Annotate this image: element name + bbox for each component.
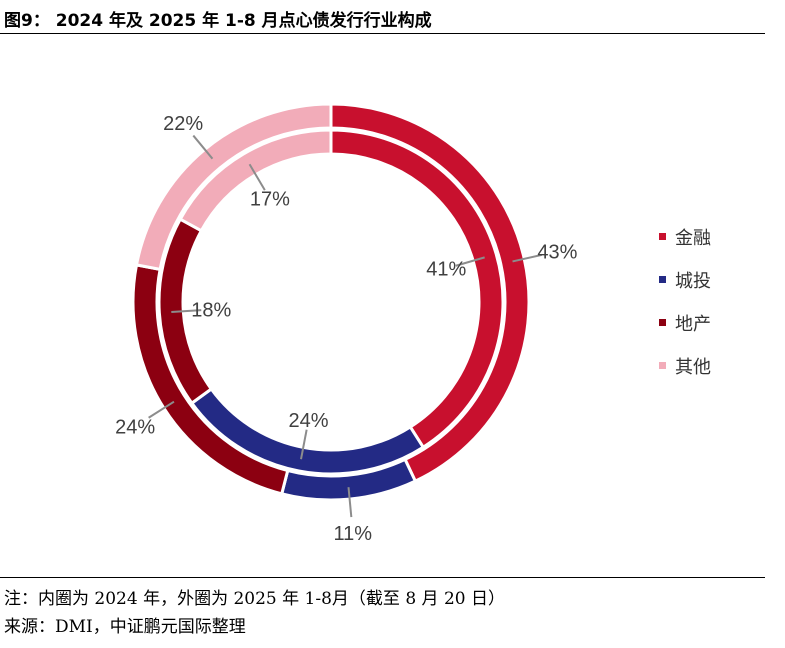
inner-leader-2 — [171, 309, 202, 314]
legend-label-2: 地产 — [675, 314, 711, 335]
legend-swatch-3 — [659, 362, 666, 369]
inner-label-3: 17% — [250, 189, 290, 211]
inner-label-1: 24% — [288, 410, 328, 432]
inner-leader-0 — [455, 256, 485, 267]
inner-label-2: 18% — [191, 300, 231, 322]
legend-label-1: 城投 — [675, 271, 711, 292]
footer-divider — [0, 577, 765, 578]
figure-title: 图9： 2024 年及 2025 年 1-8 月点心债发行行业构成 — [4, 11, 432, 31]
outer-leader-3 — [192, 134, 214, 160]
inner-slice-3 — [178, 128, 333, 233]
outer-leader-2 — [148, 400, 175, 419]
outer-ring — [131, 102, 531, 502]
inner-ring — [157, 128, 505, 476]
outer-leader-1 — [347, 487, 353, 518]
outer-label-2: 24% — [115, 416, 155, 438]
legend-swatch-0 — [659, 233, 666, 240]
leader-lines — [148, 134, 543, 518]
outer-slice-3 — [134, 102, 333, 272]
chart-note: 注：内圈为 2024 年，外圈为 2025 年 1-8月（截至 8 月 20 日… — [4, 589, 505, 609]
outer-leader-0 — [512, 253, 543, 263]
data-labels: 41% 24% 18% 17% 43% 11% 24% 22% — [115, 113, 578, 545]
title-divider — [0, 33, 765, 34]
inner-leader-1 — [300, 429, 308, 460]
outer-label-3: 22% — [163, 113, 203, 135]
legend-label-0: 金融 — [675, 228, 711, 249]
legend-swatch-1 — [659, 276, 666, 283]
legend-swatch-2 — [659, 319, 666, 326]
inner-leader-3 — [248, 163, 266, 191]
outer-label-1: 11% — [334, 523, 373, 545]
inner-label-0: 41% — [426, 259, 466, 281]
legend-label-3: 其他 — [675, 357, 711, 378]
outer-label-0: 43% — [537, 241, 577, 263]
chart-source: 来源：DMI，中证鹏元国际整理 — [4, 617, 246, 637]
